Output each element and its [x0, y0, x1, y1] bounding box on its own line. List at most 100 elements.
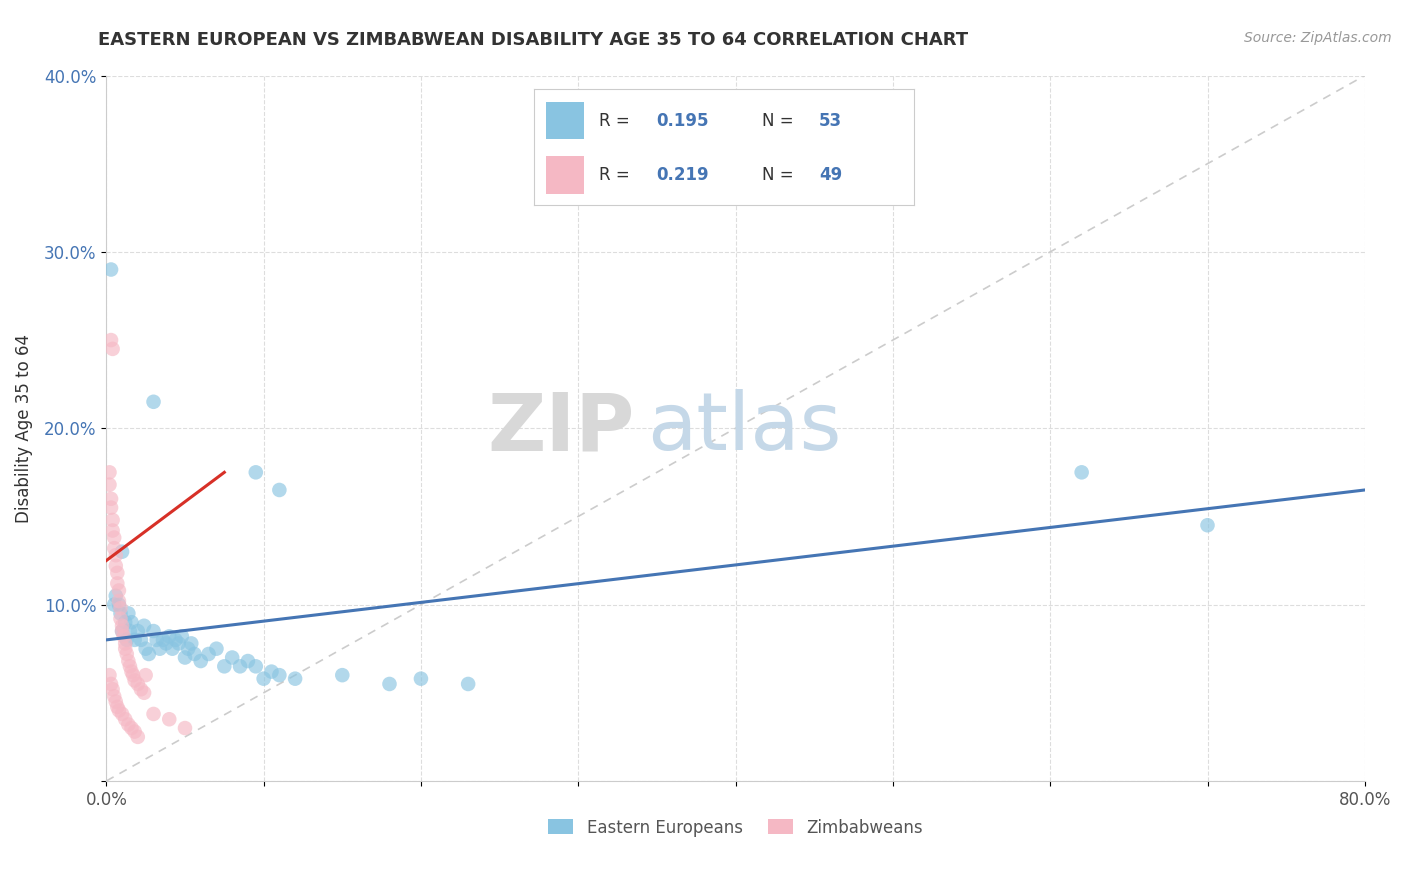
FancyBboxPatch shape: [546, 102, 583, 139]
Point: [1197, 518, 1219, 533]
Point: [111, 624, 134, 638]
Point: [205, 641, 228, 656]
Point: [142, 394, 165, 409]
Point: [214, 659, 236, 673]
Point: [108, 594, 131, 608]
Text: ZIP: ZIP: [488, 389, 636, 467]
Point: [152, 632, 174, 647]
Point: [101, 342, 124, 356]
Point: [117, 654, 139, 668]
Point: [138, 647, 160, 661]
Text: 0.195: 0.195: [655, 112, 709, 129]
Point: [167, 636, 190, 650]
Text: N =: N =: [762, 166, 799, 184]
Point: [100, 333, 122, 347]
Text: 49: 49: [818, 166, 842, 184]
Point: [157, 629, 180, 643]
Point: [115, 647, 138, 661]
Point: [101, 524, 124, 538]
Point: [269, 668, 291, 682]
Point: [127, 624, 149, 638]
Point: [149, 641, 172, 656]
Point: [98, 477, 121, 491]
Point: [162, 641, 184, 656]
FancyBboxPatch shape: [546, 156, 583, 194]
Point: [105, 576, 128, 591]
Point: [122, 668, 145, 682]
Point: [124, 632, 146, 647]
Point: [124, 724, 146, 739]
Point: [190, 654, 212, 668]
Point: [115, 632, 138, 647]
Point: [197, 647, 219, 661]
Point: [127, 677, 149, 691]
Point: [111, 624, 134, 638]
Point: [174, 650, 197, 665]
Text: 53: 53: [818, 112, 842, 129]
Point: [112, 629, 135, 643]
Point: [221, 650, 243, 665]
Point: [101, 682, 124, 697]
Point: [229, 659, 252, 673]
Point: [236, 654, 259, 668]
Point: [409, 672, 432, 686]
Point: [135, 641, 157, 656]
Point: [104, 558, 127, 573]
Point: [114, 636, 136, 650]
Point: [245, 466, 267, 480]
Point: [100, 677, 122, 691]
Point: [180, 636, 202, 650]
Point: [121, 665, 143, 679]
Point: [457, 677, 479, 691]
Point: [127, 730, 149, 744]
Point: [100, 491, 122, 506]
Point: [121, 721, 143, 735]
Point: [110, 601, 132, 615]
Point: [100, 500, 122, 515]
Point: [177, 641, 200, 656]
Point: [101, 513, 124, 527]
Point: [117, 607, 139, 621]
Point: [142, 624, 165, 638]
Point: [132, 619, 155, 633]
Text: 0.219: 0.219: [655, 166, 709, 184]
Point: [129, 682, 152, 697]
Text: R =: R =: [599, 166, 636, 184]
Y-axis label: Disability Age 35 to 64: Disability Age 35 to 64: [15, 334, 32, 523]
Point: [129, 632, 152, 647]
Point: [108, 703, 131, 717]
Point: [170, 629, 193, 643]
Text: N =: N =: [762, 112, 799, 129]
Point: [105, 566, 128, 580]
Point: [117, 717, 139, 731]
Point: [108, 583, 131, 598]
Text: atlas: atlas: [648, 389, 842, 467]
Point: [1070, 466, 1092, 480]
Point: [135, 668, 157, 682]
Point: [165, 632, 187, 647]
Point: [284, 672, 307, 686]
Point: [103, 531, 125, 545]
Point: [104, 589, 127, 603]
Point: [174, 721, 197, 735]
Point: [378, 677, 401, 691]
Text: EASTERN EUROPEAN VS ZIMBABWEAN DISABILITY AGE 35 TO 64 CORRELATION CHART: EASTERN EUROPEAN VS ZIMBABWEAN DISABILIT…: [98, 31, 969, 49]
Point: [104, 695, 127, 709]
Legend: Eastern Europeans, Zimbabweans: Eastern Europeans, Zimbabweans: [541, 812, 929, 843]
Point: [118, 659, 141, 673]
Point: [108, 598, 131, 612]
Point: [103, 598, 125, 612]
Point: [121, 615, 143, 630]
Point: [124, 673, 146, 688]
Point: [110, 607, 132, 621]
Text: R =: R =: [599, 112, 636, 129]
Point: [260, 665, 283, 679]
Point: [183, 647, 205, 661]
Point: [142, 706, 165, 721]
Point: [253, 672, 276, 686]
Point: [330, 668, 353, 682]
Point: [157, 712, 180, 726]
Point: [118, 624, 141, 638]
Text: Source: ZipAtlas.com: Source: ZipAtlas.com: [1244, 31, 1392, 45]
Point: [145, 632, 167, 647]
